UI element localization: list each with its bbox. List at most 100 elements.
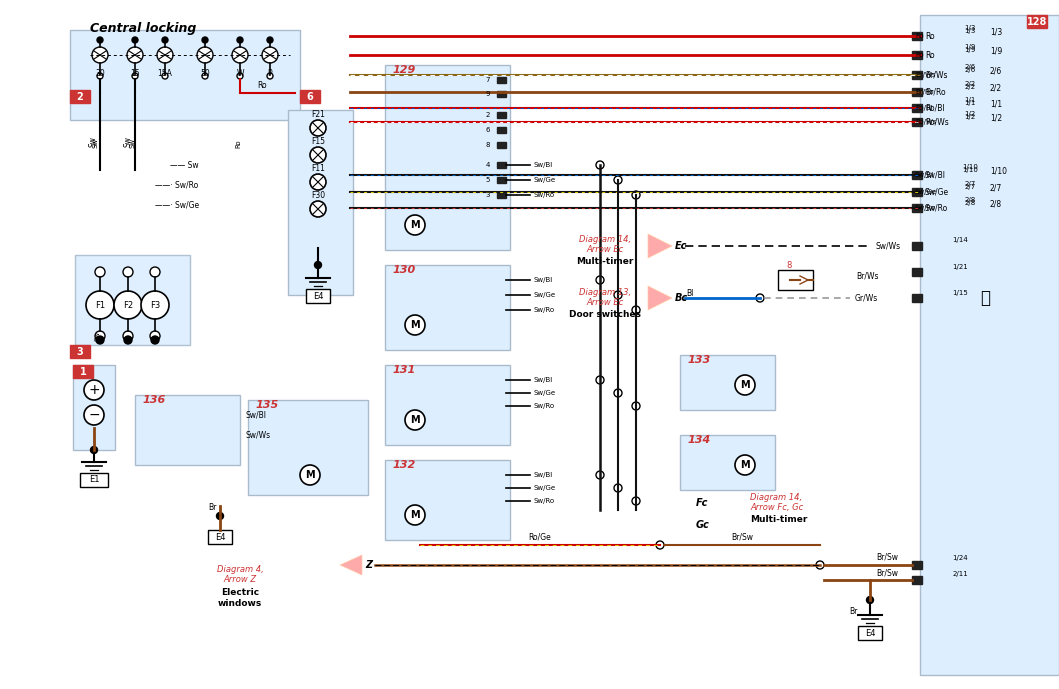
Text: Multi-timer: Multi-timer — [750, 515, 807, 524]
Text: Sw/Bl: Sw/Bl — [915, 172, 934, 178]
Text: 15: 15 — [130, 68, 140, 77]
Bar — [497, 91, 506, 97]
Text: 9: 9 — [485, 91, 490, 97]
Circle shape — [86, 291, 114, 319]
Text: 2/2: 2/2 — [990, 83, 1002, 92]
Circle shape — [614, 176, 622, 184]
Bar — [912, 171, 922, 179]
Text: ⏚: ⏚ — [980, 289, 990, 307]
Circle shape — [596, 376, 604, 384]
Circle shape — [310, 201, 326, 217]
Text: 6: 6 — [485, 127, 490, 133]
Bar — [912, 576, 922, 584]
Bar — [912, 268, 922, 276]
Text: 2/7: 2/7 — [965, 184, 975, 190]
Circle shape — [632, 402, 640, 410]
Circle shape — [123, 267, 133, 277]
Text: Sw/Ge: Sw/Ge — [534, 485, 556, 491]
Bar — [75, 255, 190, 345]
Circle shape — [97, 73, 103, 79]
Text: 1/21: 1/21 — [952, 264, 968, 270]
Circle shape — [202, 73, 208, 79]
Circle shape — [614, 389, 622, 397]
Circle shape — [216, 513, 223, 520]
Text: 2/6: 2/6 — [965, 67, 975, 73]
Text: 15A: 15A — [158, 68, 173, 77]
Text: Arrow Ec: Arrow Ec — [587, 245, 624, 254]
Text: Br: Br — [209, 504, 217, 513]
Text: Diagram 14,: Diagram 14, — [750, 493, 802, 502]
Bar — [680, 435, 775, 490]
Bar — [497, 77, 506, 83]
Polygon shape — [340, 555, 362, 575]
Circle shape — [124, 336, 132, 344]
Bar — [912, 561, 922, 569]
Text: Sw: Sw — [94, 331, 100, 341]
Polygon shape — [648, 286, 672, 310]
Circle shape — [405, 410, 425, 430]
Text: 2: 2 — [76, 92, 84, 101]
Text: Arrow Z: Arrow Z — [223, 575, 256, 584]
Circle shape — [756, 294, 764, 302]
Text: 1/3: 1/3 — [990, 28, 1002, 37]
Text: 1/10: 1/10 — [990, 167, 1007, 176]
Text: 136: 136 — [143, 395, 166, 405]
Text: 1/14: 1/14 — [952, 237, 968, 243]
Bar — [912, 118, 922, 126]
Bar — [70, 90, 90, 103]
Text: Arrow Ec: Arrow Ec — [587, 298, 624, 307]
Circle shape — [202, 37, 208, 43]
Text: P: P — [268, 68, 272, 77]
Text: Sw/Bl: Sw/Bl — [534, 162, 553, 168]
Bar — [497, 142, 506, 148]
Text: Sw/Ro: Sw/Ro — [915, 205, 936, 211]
Text: Sw/Ws: Sw/Ws — [876, 242, 901, 251]
Text: Sw: Sw — [88, 136, 97, 147]
Text: 6: 6 — [307, 92, 313, 101]
Text: windows: windows — [218, 599, 263, 608]
Text: Ro: Ro — [257, 81, 267, 90]
Text: +: + — [88, 383, 100, 397]
Text: 3: 3 — [76, 347, 84, 356]
Text: Sw/Bl: Sw/Bl — [534, 377, 553, 383]
Text: −: − — [88, 408, 100, 422]
Text: 1/2: 1/2 — [990, 114, 1002, 123]
Text: Ro: Ro — [925, 50, 935, 59]
Circle shape — [405, 315, 425, 335]
Circle shape — [95, 267, 105, 277]
Text: 3: 3 — [485, 192, 490, 198]
Text: Sw: Sw — [123, 136, 132, 147]
Circle shape — [150, 267, 160, 277]
Text: 2: 2 — [486, 112, 490, 118]
Text: M: M — [410, 415, 419, 425]
Bar — [1027, 15, 1047, 28]
Text: Door switches: Door switches — [569, 310, 641, 319]
Text: Ro: Ro — [925, 32, 935, 41]
Text: Electric: Electric — [221, 588, 259, 597]
Circle shape — [132, 73, 138, 79]
Text: 1/9: 1/9 — [990, 46, 1002, 56]
Bar — [912, 88, 922, 96]
Text: 2/6: 2/6 — [990, 67, 1002, 76]
Text: 130: 130 — [393, 265, 416, 275]
Text: 4: 4 — [486, 162, 490, 168]
Circle shape — [866, 597, 874, 604]
Circle shape — [300, 465, 320, 485]
Circle shape — [97, 37, 103, 43]
Circle shape — [84, 405, 104, 425]
Bar — [778, 270, 813, 290]
Text: W: W — [236, 68, 244, 77]
Text: Bc: Bc — [675, 293, 688, 303]
Text: F1: F1 — [95, 300, 105, 309]
Text: Sw/Ge: Sw/Ge — [534, 390, 556, 396]
Circle shape — [132, 37, 138, 43]
Text: Sw/Ro: Sw/Ro — [534, 498, 555, 504]
Circle shape — [114, 291, 142, 319]
Text: 30: 30 — [95, 68, 105, 77]
Text: 8: 8 — [787, 261, 792, 270]
Circle shape — [315, 262, 322, 269]
Text: Sw/Ge: Sw/Ge — [534, 177, 556, 183]
Text: Z: Z — [365, 560, 372, 570]
Circle shape — [267, 73, 273, 79]
Circle shape — [237, 37, 243, 43]
